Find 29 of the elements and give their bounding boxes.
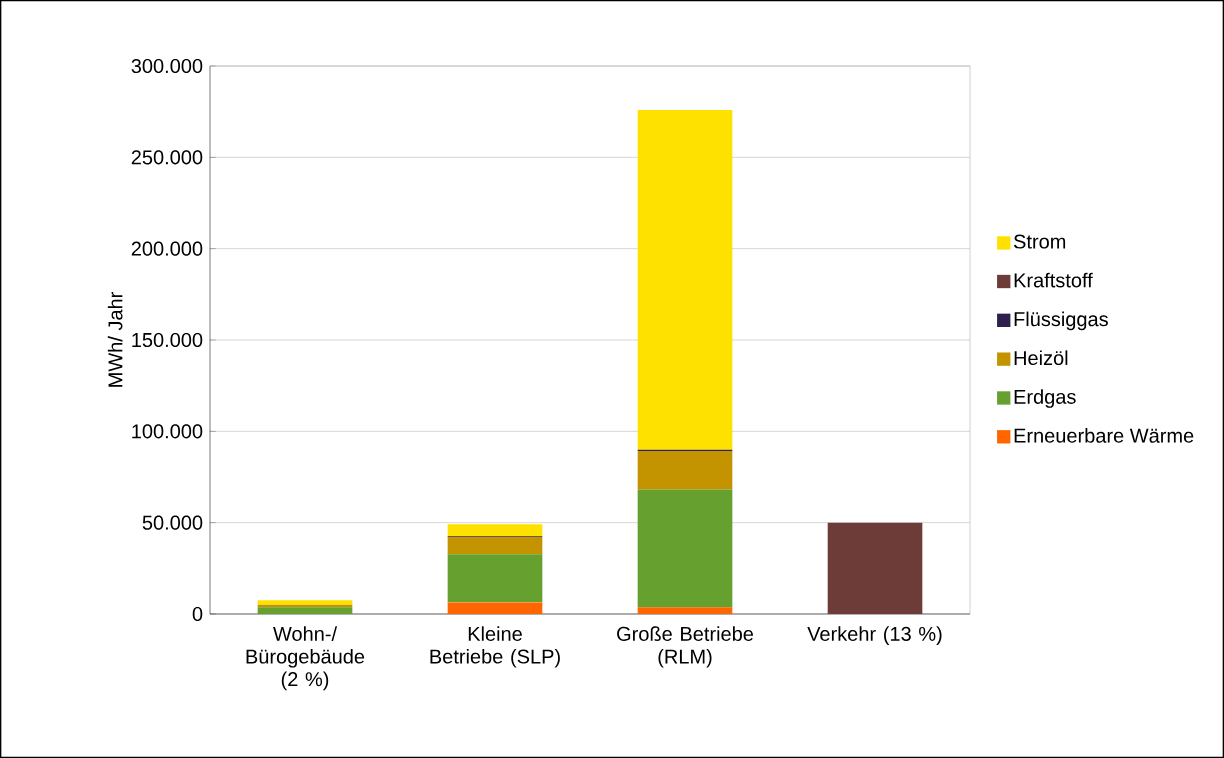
legend-label: Heizöl [1014,350,1068,366]
y-tick-label: 0 [192,606,203,622]
y-tick-label: 200.000 [131,241,203,256]
y-tick-label: 250.000 [131,150,203,165]
x-tick-label: Wohn-/ Bürogebäude (2 %) [246,626,365,691]
bar [257,600,353,605]
y-tick-label: 100.000 [132,424,203,439]
y-tick-label: 50.000 [142,515,203,530]
bar [637,110,733,450]
bar [447,524,543,537]
bar [447,554,543,603]
legend-label: Erdgas [1014,389,1076,408]
bar [637,489,733,608]
legend-label: Flüssiggas [1014,311,1108,331]
bar [827,522,923,614]
legend-label: Erneuerbare Wärme [1014,428,1194,443]
x-tick-label: Große Betriebe (RLM) [617,626,754,668]
legend-label: Strom [1013,234,1066,249]
x-tick-label: Verkehr (13 %) [807,626,942,645]
y-tick-label: 150.000 [132,332,203,348]
y-tick-label: 300.000 [131,58,203,74]
bar [447,602,543,614]
bar [637,451,733,490]
bar [447,536,543,555]
legend-label: Kraftstoff [1014,272,1093,288]
bar [257,607,353,614]
x-tick-label: Kleine Betriebe (SLP) [430,626,560,668]
y-axis-title: MWh/ Jahr [107,292,123,387]
bar [637,607,733,614]
